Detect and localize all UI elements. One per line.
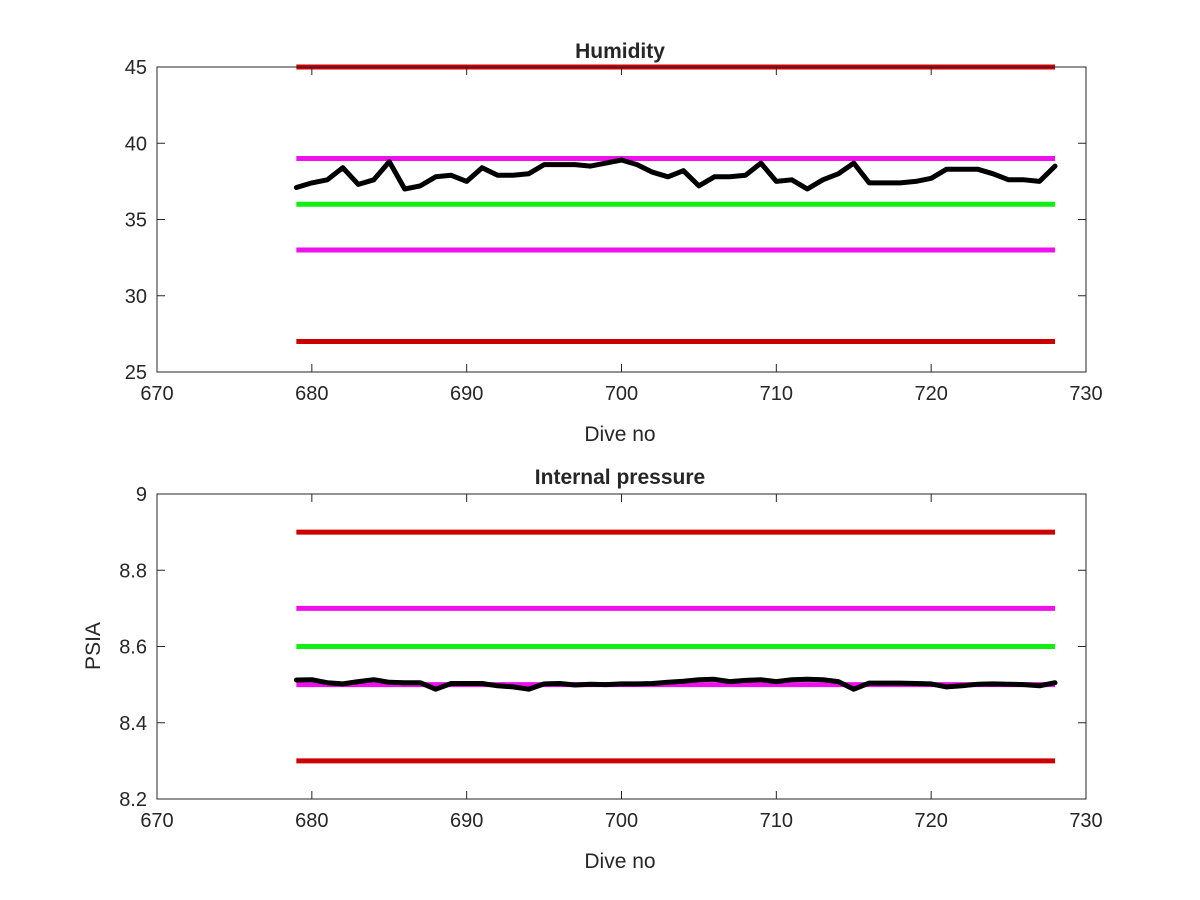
humidity-xtick-label: 720	[914, 383, 947, 405]
humidity-xtick-label: 690	[450, 383, 483, 405]
pressure-xtick-label: 720	[914, 810, 947, 832]
pressure-title: Internal pressure	[535, 466, 705, 489]
pressure-xtick-label: 710	[760, 810, 793, 832]
humidity-xtick-label: 710	[760, 383, 793, 405]
pressure-ytick-label: 9	[136, 484, 147, 506]
pressure-ytick-label: 8.8	[119, 560, 147, 582]
pressure-ticks: 670 680 690 700 710 720 730 8.2 8.4 8.6 8.8 9	[119, 484, 1103, 832]
humidity-xtick-label: 680	[295, 383, 328, 405]
humidity-xtick-label: 700	[605, 383, 638, 405]
humidity-axes: Humidity Dive no 670 680 690 700 710 720 730 25…	[125, 40, 1103, 446]
pressure-xtick-label: 690	[450, 810, 483, 832]
humidity-xtick-label: 730	[1069, 383, 1102, 405]
pressure-axes-frame	[156, 493, 1087, 800]
humidity-ytick-label: 35	[125, 210, 147, 232]
pressure-xtick-label: 730	[1069, 810, 1102, 832]
pressure-xtick-label: 680	[295, 810, 328, 832]
pressure-ytick-label: 8.4	[119, 713, 147, 735]
pressure-ytick-label: 8.6	[119, 637, 147, 659]
pressure-series-layer	[293, 676, 1058, 692]
humidity-ticks: 670 680 690 700 710 720 730 25 30 35 40 45	[125, 57, 1103, 405]
pressure-ytick-label: 8.2	[119, 789, 147, 811]
humidity-ytick-label: 25	[125, 362, 147, 384]
pressure-xlabel: Dive no	[584, 850, 655, 873]
humidity-title: Humidity	[575, 40, 665, 63]
humidity-series-layer	[293, 157, 1058, 192]
humidity-axes-frame	[156, 66, 1087, 373]
humidity-ytick-label: 45	[125, 57, 147, 79]
humidity-data-line-0	[293, 157, 1058, 192]
pressure-reference-lines	[296, 529, 1056, 764]
pressure-ylabel: PSIA	[82, 622, 105, 670]
humidity-xlabel: Dive no	[584, 423, 655, 446]
pressure-xtick-label: 670	[140, 810, 173, 832]
humidity-ytick-label: 40	[125, 133, 147, 155]
pressure-axes: Internal pressure Dive no PSIA 670 680 690…	[82, 466, 1103, 873]
pressure-data-line-0	[293, 676, 1058, 692]
pressure-xtick-label: 700	[605, 810, 638, 832]
humidity-xtick-label: 670	[140, 383, 173, 405]
humidity-ytick-label: 30	[125, 286, 147, 308]
